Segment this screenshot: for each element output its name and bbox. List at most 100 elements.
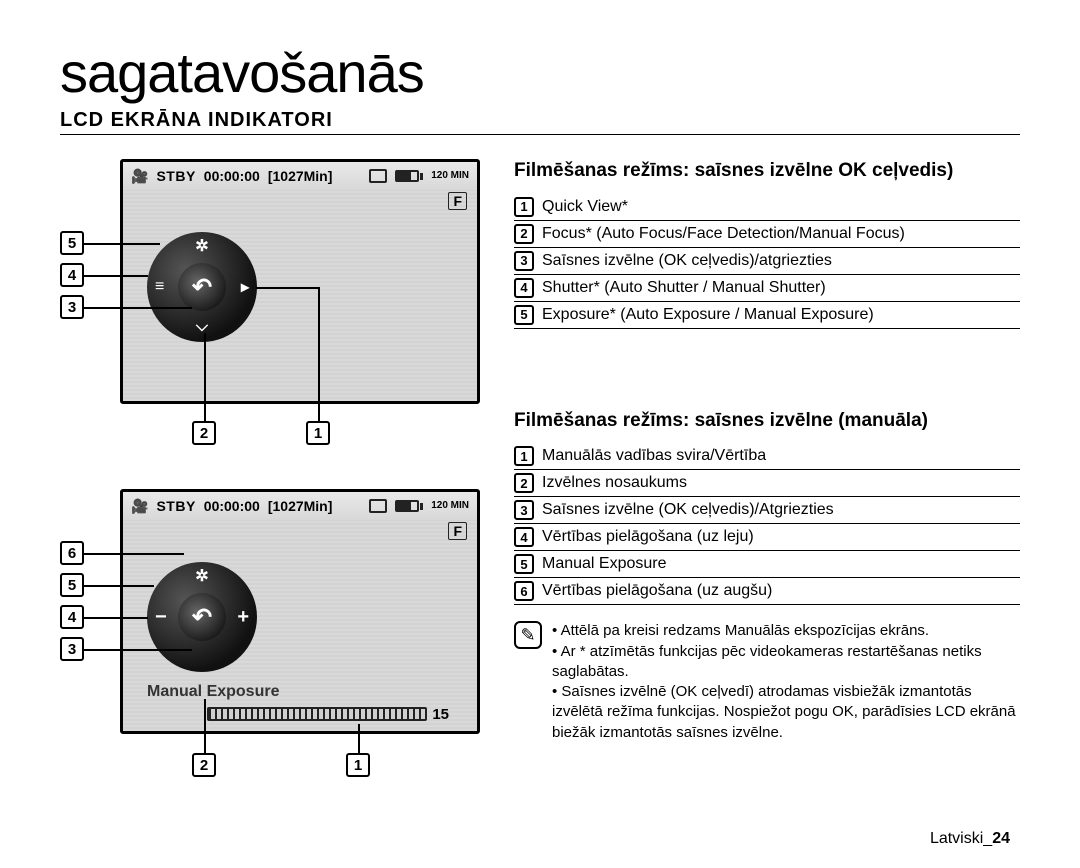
card-icon bbox=[369, 169, 387, 183]
list-item: 5 Manual Exposure bbox=[514, 551, 1020, 578]
item-number: 5 bbox=[514, 554, 534, 574]
callout-lead bbox=[204, 333, 206, 421]
note-item: Ar * atzīmētās funkcijas pēc videokamera… bbox=[552, 642, 1020, 683]
lcd1-topbar: 🎥 STBY 00:00:00 [1027Min] 120 MIN bbox=[123, 162, 477, 190]
lcd1-dial: ✲ ⌵ ≡ ▸ ↶ bbox=[147, 232, 257, 342]
list-item: 2Focus* (Auto Focus/Face Detection/Manua… bbox=[514, 221, 1020, 248]
lcd2-topbar: 🎥 STBY 00:00:00 [1027Min] 120 MIN bbox=[123, 492, 477, 520]
list-item: 4 Vērtības pielāgošana (uz leju) bbox=[514, 524, 1020, 551]
exposure-value: 15 bbox=[432, 706, 449, 723]
item-number: 6 bbox=[514, 581, 534, 601]
item-text: Saīsnes izvēlne (OK ceļvedis)/Atgrieztie… bbox=[542, 501, 834, 519]
callout-lead bbox=[84, 585, 154, 587]
callout-box: 2 bbox=[192, 753, 216, 777]
lcd2-wrap: 🎥 STBY 00:00:00 [1027Min] 120 MIN F ✲ − … bbox=[60, 489, 490, 789]
note-item: Attēlā pa kreisi redzams Manuālās ekspoz… bbox=[552, 621, 1020, 641]
lcd2-frame: 🎥 STBY 00:00:00 [1027Min] 120 MIN F ✲ − … bbox=[120, 489, 480, 734]
callout-lead bbox=[84, 307, 192, 309]
item-text: Quick View* bbox=[542, 198, 628, 216]
callout-box: 5 bbox=[60, 573, 84, 597]
item-text: Manual Exposure bbox=[542, 555, 667, 573]
lcd1-wrap: 🎥 STBY 00:00:00 [1027Min] 120 MIN F ✲ ⌵ … bbox=[60, 159, 490, 449]
callout-lead bbox=[84, 553, 184, 555]
lcd1-frame: 🎥 STBY 00:00:00 [1027Min] 120 MIN F ✲ ⌵ … bbox=[120, 159, 480, 404]
item-text: Focus* (Auto Focus/Face Detection/Manual… bbox=[542, 225, 905, 243]
list-item: 4Shutter* (Auto Shutter / Manual Shutter… bbox=[514, 275, 1020, 302]
dial-top-icon: ✲ bbox=[195, 236, 208, 256]
callout-lead bbox=[256, 287, 318, 289]
section-heading: LCD EKRĀNA INDIKATORI bbox=[60, 109, 1020, 135]
resolution-badge: 120 MIN bbox=[431, 501, 469, 511]
note-item: Saīsnes izvēlnē (OK ceļvedī) atrodamas v… bbox=[552, 682, 1020, 743]
left-column: 🎥 STBY 00:00:00 [1027Min] 120 MIN F ✲ ⌵ … bbox=[60, 159, 490, 829]
battery-icon bbox=[395, 500, 423, 512]
callout-lead bbox=[84, 617, 148, 619]
dial-center-icon: ↶ bbox=[178, 593, 226, 641]
callout-box: 4 bbox=[60, 263, 84, 287]
item-number: 1 bbox=[514, 197, 534, 217]
item-number: 3 bbox=[514, 251, 534, 271]
card-icon bbox=[369, 499, 387, 513]
content-row: 🎥 STBY 00:00:00 [1027Min] 120 MIN F ✲ ⌵ … bbox=[60, 159, 1020, 829]
list-item: 1Manuālās vadības svira/Vērtība bbox=[514, 443, 1020, 470]
section2-title: Filmēšanas režīms: saīsnes izvēlne (manu… bbox=[514, 409, 1020, 434]
dial-minus-icon: − bbox=[155, 606, 167, 629]
lcd2-dial: ✲ − + ↶ bbox=[147, 562, 257, 672]
item-number: 2 bbox=[514, 473, 534, 493]
callout-lead bbox=[318, 287, 320, 421]
item-text: Vērtības pielāgošana (uz augšu) bbox=[542, 582, 772, 600]
callout-box: 3 bbox=[60, 637, 84, 661]
item-number: 5 bbox=[514, 305, 534, 325]
manual-exposure-label: Manual Exposure bbox=[147, 683, 279, 701]
item-text: Shutter* (Auto Shutter / Manual Shutter) bbox=[542, 279, 826, 297]
remaining-time: [1027Min] bbox=[268, 168, 333, 184]
list-item: 5 Exposure* (Auto Exposure / Manual Expos… bbox=[514, 302, 1020, 329]
dial-top-icon: ✲ bbox=[195, 566, 208, 586]
list-item: 2 Izvēlnes nosaukums bbox=[514, 470, 1020, 497]
list-item: 3 Saīsnes izvēlne (OK ceļvedis)/atgriezti… bbox=[514, 248, 1020, 275]
note-icon: ✎ bbox=[514, 621, 542, 649]
callout-lead bbox=[84, 649, 192, 651]
timecode: 00:00:00 bbox=[204, 498, 260, 514]
dial-bottom-icon: ⌵ bbox=[196, 318, 208, 336]
page-title: sagatavošanās bbox=[60, 40, 1020, 105]
callout-box: 6 bbox=[60, 541, 84, 565]
battery-icon bbox=[395, 170, 423, 182]
list-item: 1 Quick View* bbox=[514, 194, 1020, 221]
section1-title: Filmēšanas režīms: saīsnes izvēlne OK ce… bbox=[514, 159, 1020, 184]
item-text: Izvēlnes nosaukums bbox=[542, 474, 687, 492]
camcorder-icon: 🎥 bbox=[131, 498, 148, 515]
item-number: 3 bbox=[514, 500, 534, 520]
note-list: Attēlā pa kreisi redzams Manuālās ekspoz… bbox=[552, 621, 1020, 743]
callout-box: 4 bbox=[60, 605, 84, 629]
camcorder-icon: 🎥 bbox=[131, 168, 148, 185]
exposure-slider bbox=[207, 707, 427, 721]
item-text: Exposure* (Auto Exposure / Manual Exposu… bbox=[542, 306, 874, 324]
item-text: Manuālās vadības svira/Vērtība bbox=[542, 447, 766, 465]
callout-lead bbox=[358, 724, 360, 754]
page-footer: Latviski_24 bbox=[930, 830, 1010, 848]
footer-lang: Latviski bbox=[930, 830, 983, 847]
note-box: ✎ Attēlā pa kreisi redzams Manuālās eksp… bbox=[514, 621, 1020, 743]
mode-badge: F bbox=[448, 522, 467, 540]
mode-badge: F bbox=[448, 192, 467, 210]
callout-box: 3 bbox=[60, 295, 84, 319]
list-item: 6 Vērtības pielāgošana (uz augšu) bbox=[514, 578, 1020, 605]
callout-lead bbox=[84, 275, 148, 277]
item-text: Vērtības pielāgošana (uz leju) bbox=[542, 528, 754, 546]
list-item: 3 Saīsnes izvēlne (OK ceļvedis)/Atgriezti… bbox=[514, 497, 1020, 524]
remaining-time: [1027Min] bbox=[268, 498, 333, 514]
callout-box: 2 bbox=[192, 421, 216, 445]
right-column: Filmēšanas režīms: saīsnes izvēlne OK ce… bbox=[514, 159, 1020, 829]
stby-label: STBY bbox=[156, 498, 195, 514]
item-number: 4 bbox=[514, 527, 534, 547]
dial-center-icon: ↶ bbox=[178, 263, 226, 311]
item-text: Saīsnes izvēlne (OK ceļvedis)/atgrieztie… bbox=[542, 252, 832, 270]
footer-page-number: 24 bbox=[992, 830, 1010, 847]
resolution-badge: 120 MIN bbox=[431, 171, 469, 181]
callout-box: 5 bbox=[60, 231, 84, 255]
callout-lead bbox=[204, 699, 206, 753]
callout-box: 1 bbox=[346, 753, 370, 777]
callout-lead bbox=[84, 243, 160, 245]
callout-box: 1 bbox=[306, 421, 330, 445]
